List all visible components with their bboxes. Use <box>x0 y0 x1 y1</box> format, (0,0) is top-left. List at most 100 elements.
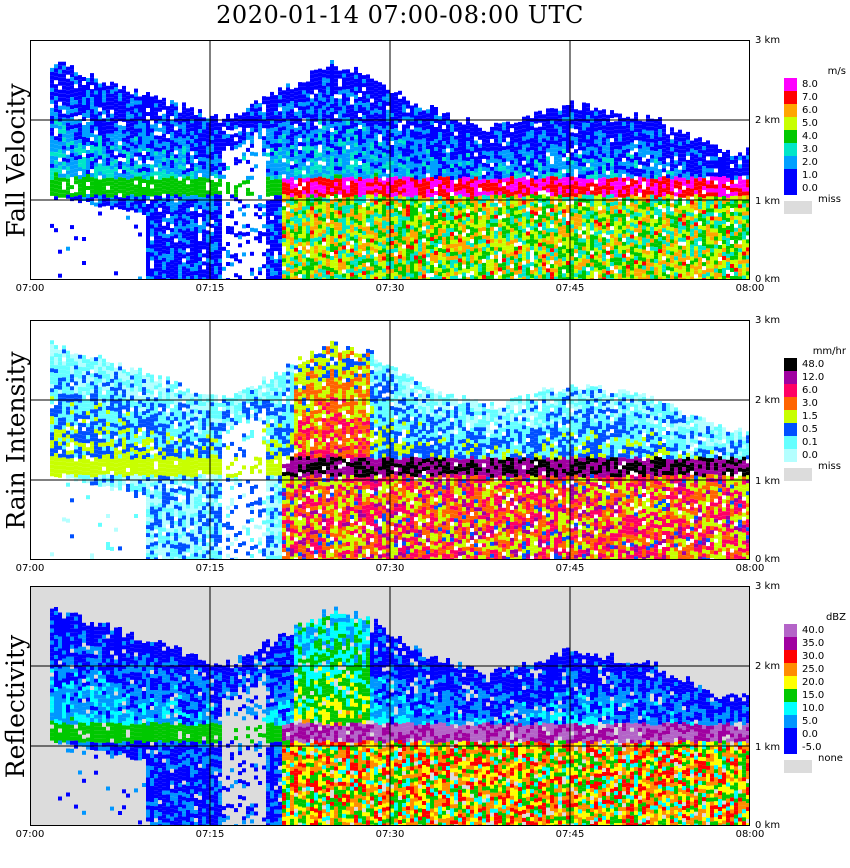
echo-cell <box>326 262 330 267</box>
echo-cell <box>290 277 294 280</box>
echo-cell <box>382 152 386 157</box>
echo-cell <box>330 68 334 72</box>
echo-cell <box>294 191 298 196</box>
echo-cell <box>106 93 110 98</box>
echo-cell <box>410 173 414 178</box>
echo-cell <box>210 147 214 152</box>
echo-cell <box>410 113 414 118</box>
echo-cell <box>394 260 398 265</box>
echo-cell <box>82 105 86 109</box>
echo-cell <box>154 231 158 236</box>
echo-cell <box>302 154 306 159</box>
echo-cell <box>54 192 58 197</box>
echo-cell <box>338 230 342 235</box>
echo-cell <box>498 211 502 216</box>
echo-cell <box>374 248 378 253</box>
echo-cell <box>326 206 330 211</box>
echo-cell <box>314 233 318 238</box>
echo-cell <box>166 130 170 135</box>
echo-cell <box>542 218 546 223</box>
echo-cell <box>190 247 194 252</box>
echo-cell <box>62 65 66 70</box>
echo-cell <box>410 269 414 274</box>
echo-cell <box>190 227 194 232</box>
echo-cell <box>86 178 90 182</box>
echo-cell <box>398 106 402 111</box>
echo-cell <box>162 177 166 182</box>
echo-cell <box>266 272 270 277</box>
echo-cell <box>194 131 198 135</box>
echo-cell <box>298 226 302 231</box>
echo-cell <box>322 73 326 78</box>
echo-cell <box>490 154 494 159</box>
echo-cell <box>430 237 434 241</box>
echo-cell <box>418 107 422 112</box>
echo-cell <box>546 176 550 181</box>
echo-cell <box>194 263 198 267</box>
echo-cell <box>562 257 566 262</box>
echo-cell <box>186 264 190 269</box>
echo-cell <box>550 236 554 241</box>
echo-cell <box>54 180 58 185</box>
echo-cell <box>314 261 318 266</box>
echo-cell <box>466 169 470 174</box>
echo-cell <box>234 221 238 226</box>
echo-cell <box>186 128 190 133</box>
echo-cell <box>494 230 498 235</box>
echo-cell <box>134 168 138 173</box>
echo-cell <box>202 121 206 126</box>
echo-cell <box>510 152 514 157</box>
echo-cell <box>178 136 182 141</box>
echo-cell <box>530 242 534 247</box>
echo-cell <box>206 122 210 127</box>
echo-cell <box>454 183 458 188</box>
echo-cell <box>194 275 198 279</box>
echo-cell <box>546 132 550 137</box>
echo-cell <box>310 178 314 183</box>
page-title: 2020-01-14 07:00-08:00 UTC <box>0 0 800 30</box>
echo-cell <box>210 123 214 128</box>
echo-cell <box>162 141 166 146</box>
echo-cell <box>370 114 374 119</box>
echo-cell <box>486 183 490 188</box>
echo-cell <box>222 266 226 271</box>
echo-cell <box>362 83 366 88</box>
echo-cell <box>54 196 58 201</box>
echo-cell <box>382 100 386 105</box>
echo-cell <box>546 136 550 141</box>
echo-cell <box>234 145 238 150</box>
echo-cell <box>386 201 390 206</box>
echo-cell <box>358 261 362 265</box>
echo-cell <box>246 239 250 244</box>
echo-cell <box>98 131 102 136</box>
echo-cell <box>458 174 462 179</box>
echo-cell <box>298 210 302 215</box>
echo-cell <box>238 159 242 164</box>
echo-cell <box>530 246 534 251</box>
echo-cell <box>282 234 286 239</box>
echo-cell <box>290 237 294 242</box>
echo-cell <box>402 260 406 265</box>
echo-cell <box>278 139 282 144</box>
echo-cell <box>490 270 494 275</box>
echo-cell <box>562 165 566 170</box>
echo-cell <box>206 262 210 267</box>
echo-cell <box>234 117 238 122</box>
echo-cell <box>342 241 346 246</box>
echo-cell <box>418 251 422 256</box>
echo-cell <box>322 265 326 270</box>
echo-cell <box>66 146 70 151</box>
echo-cell <box>62 161 66 166</box>
echo-cell <box>194 247 198 251</box>
echo-cell <box>498 167 502 172</box>
echo-cell <box>270 103 274 108</box>
echo-cell <box>118 113 122 118</box>
echo-cell <box>178 256 182 261</box>
echo-cell <box>326 178 330 183</box>
echo-cell <box>350 128 354 133</box>
echo-cell <box>330 164 334 168</box>
echo-cell <box>522 244 526 249</box>
echo-cell <box>198 197 202 202</box>
echo-cell <box>58 273 62 278</box>
echo-cell <box>270 223 274 228</box>
